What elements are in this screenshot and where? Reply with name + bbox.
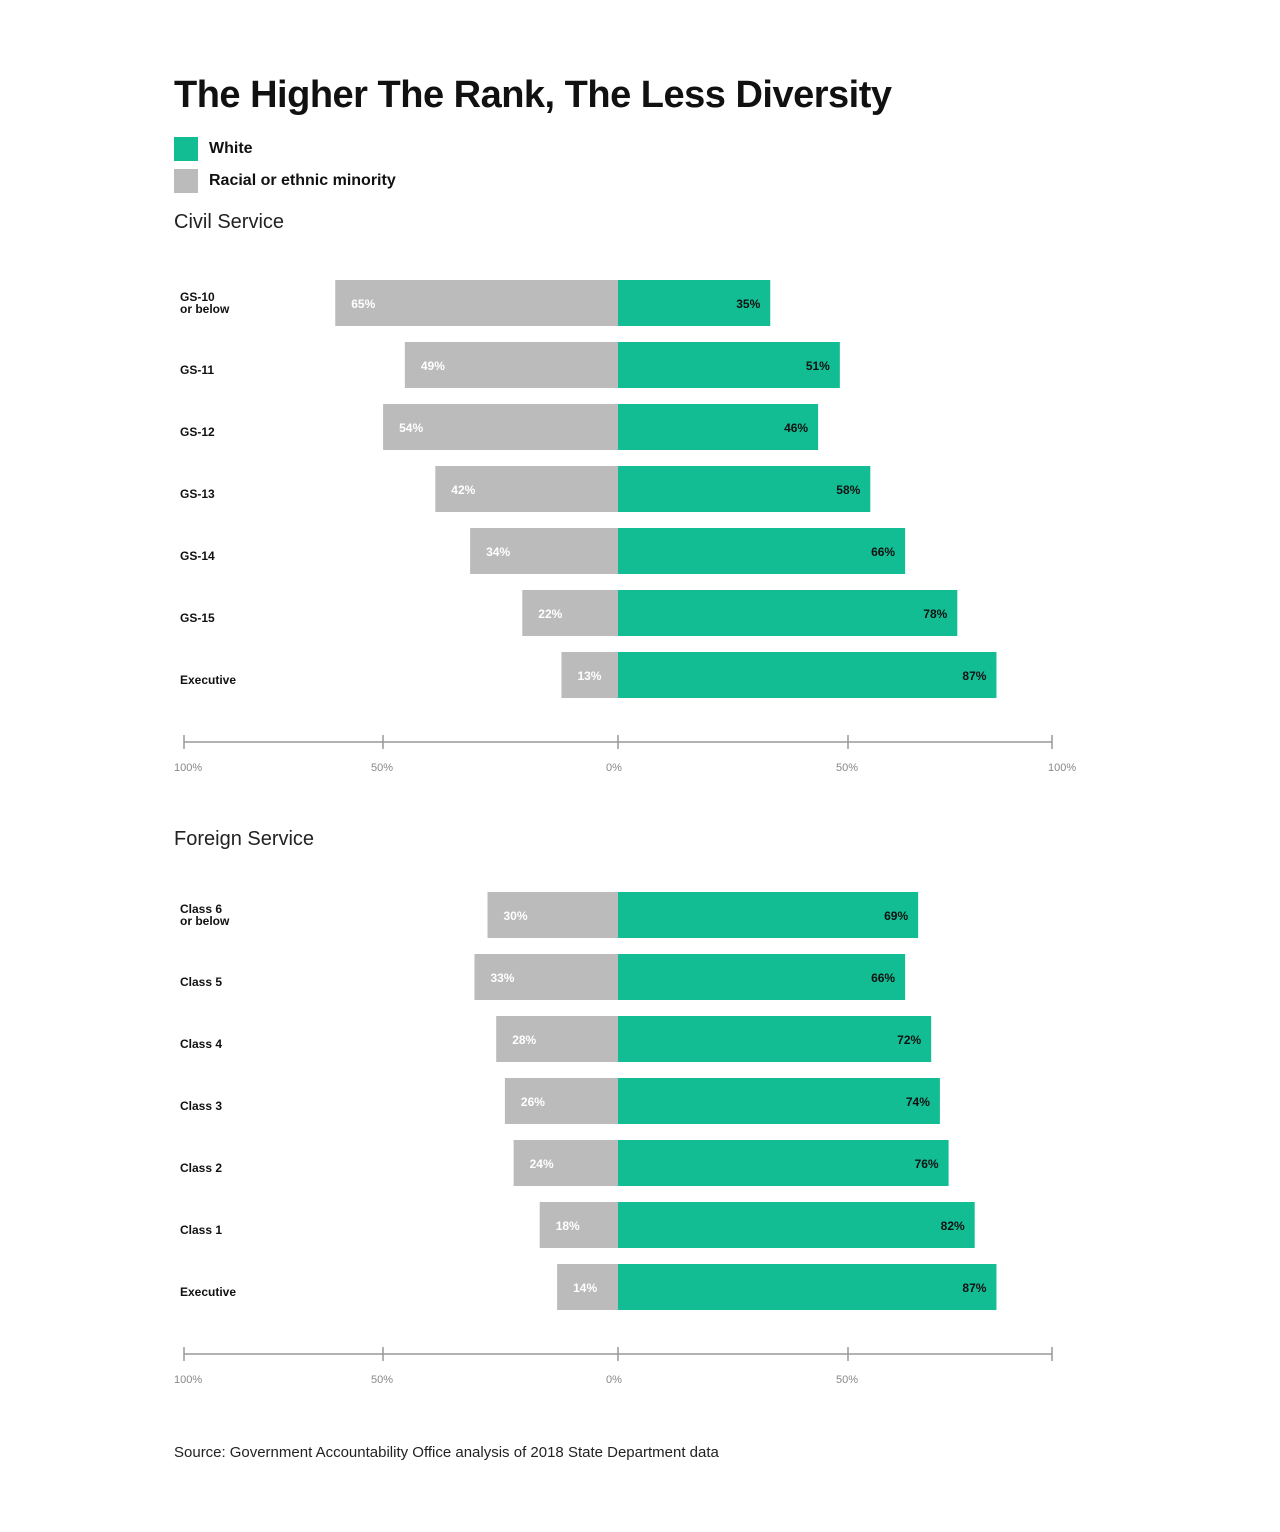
foreign-bar-white [618, 1202, 975, 1248]
panel-title-foreign-service: Foreign Service [174, 828, 315, 850]
civil-bar-minority [404, 342, 618, 388]
foreign-label-white: 76% [915, 1157, 939, 1171]
foreign-label-white: 74% [906, 1095, 930, 1109]
civil-category-label: GS-11 [180, 363, 214, 377]
civil-bar-white [618, 280, 771, 326]
foreign-bar-minority [487, 892, 618, 938]
civil-label-white: 58% [836, 483, 860, 497]
civil-bar-minority [561, 652, 618, 698]
legend-label-minority: Racial or ethnic minority [209, 172, 396, 189]
legend: White Racial or ethnic minority [174, 137, 396, 201]
chart-title: The Higher The Rank, The Less Diversity [174, 74, 892, 116]
civil-category-label: GS-14 [180, 549, 215, 563]
foreign-bar-minority [539, 1202, 618, 1248]
foreign-label-white: 87% [962, 1281, 986, 1295]
civil-bar-white [618, 528, 906, 574]
civil-bar-white [618, 342, 840, 388]
foreign-category-label: Executive [180, 1285, 236, 1299]
foreign-label-minority: 18% [556, 1219, 580, 1233]
foreign-label-white: 72% [897, 1033, 921, 1047]
panel-title-civil-service: Civil Service [174, 211, 285, 233]
legend-item-minority: Racial or ethnic minority [174, 169, 396, 193]
foreign-category-label: Class 5 [180, 975, 222, 989]
foreign-bar-minority [504, 1078, 618, 1124]
foreign-label-minority: 28% [512, 1033, 536, 1047]
foreign-bar-white [618, 1078, 940, 1124]
civil-bar-white [618, 652, 997, 698]
foreign-label-minority: 24% [530, 1157, 554, 1171]
foreign-bar-white [618, 892, 919, 938]
legend-item-white: White [174, 137, 396, 161]
foreign-axis-tick-label: 50% [371, 1374, 393, 1386]
civil-axis-tick-label: 100% [1048, 762, 1076, 774]
civil-label-white: 46% [784, 421, 808, 435]
legend-swatch-minority [174, 169, 198, 193]
foreign-axis-tick-label: 0% [606, 1374, 622, 1386]
foreign-category-label: Class 1 [180, 1223, 222, 1237]
civil-label-white: 66% [871, 545, 895, 559]
civil-label-minority: 54% [399, 421, 423, 435]
foreign-axis-tick-label: 100% [174, 1374, 202, 1386]
legend-swatch-white [174, 137, 198, 161]
foreign-bar-white [618, 954, 906, 1000]
civil-axis-tick-label: 50% [836, 762, 858, 774]
civil-label-white: 78% [923, 607, 947, 621]
civil-axis-tick-label: 50% [371, 762, 393, 774]
civil-label-white: 35% [736, 297, 760, 311]
civil-label-minority: 34% [486, 545, 510, 559]
civil-category-label: GS-12 [180, 425, 215, 439]
civil-label-white: 87% [962, 669, 986, 683]
foreign-bar-minority [513, 1140, 618, 1186]
foreign-label-minority: 14% [573, 1281, 597, 1295]
foreign-bar-white [618, 1264, 997, 1310]
civil-label-minority: 65% [351, 297, 375, 311]
civil-label-minority: 49% [421, 359, 445, 373]
civil-bar-white [618, 466, 871, 512]
civil-category-label: GS-15 [180, 611, 215, 625]
civil-label-minority: 13% [577, 669, 601, 683]
source-label: Source: [174, 1444, 226, 1461]
foreign-category-label: Class 6 or below [180, 902, 230, 928]
foreign-label-white: 82% [941, 1219, 965, 1233]
foreign-label-minority: 30% [504, 909, 528, 923]
legend-label-white: White [209, 140, 253, 157]
foreign-label-white: 69% [884, 909, 908, 923]
civil-category-label: GS-13 [180, 487, 215, 501]
foreign-category-label: Class 4 [180, 1037, 222, 1051]
civil-category-label: Executive [180, 673, 236, 687]
civil-bar-minority [335, 280, 618, 326]
civil-axis-tick-label: 100% [174, 762, 202, 774]
civil-bar-minority [383, 404, 618, 450]
civil-label-white: 51% [806, 359, 830, 373]
foreign-bar-minority [496, 1016, 618, 1062]
foreign-category-label: Class 3 [180, 1099, 222, 1113]
civil-bar-white [618, 590, 958, 636]
foreign-label-white: 66% [871, 971, 895, 985]
foreign-label-minority: 33% [490, 971, 514, 985]
civil-service-chart: GS-10 or below 65% 35% GS-11 49% 51% GS-12 54% 46… [174, 280, 1076, 774]
civil-label-minority: 42% [451, 483, 475, 497]
foreign-axis-tick-label: 50% [836, 1374, 858, 1386]
foreign-bar-minority [557, 1264, 618, 1310]
civil-category-label: GS-10 or below [180, 290, 230, 316]
civil-bar-white [618, 404, 819, 450]
civil-bar-minority [435, 466, 618, 512]
foreign-bar-minority [474, 954, 618, 1000]
civil-bar-minority [470, 528, 618, 574]
civil-label-minority: 22% [538, 607, 562, 621]
foreign-category-label: Class 2 [180, 1161, 222, 1175]
foreign-bar-white [618, 1140, 949, 1186]
foreign-bar-white [618, 1016, 932, 1062]
foreign-label-minority: 26% [521, 1095, 545, 1109]
source-text: Government Accountability Office analysi… [229, 1444, 719, 1461]
civil-bar-minority [522, 590, 618, 636]
civil-axis-tick-label: 0% [606, 762, 622, 774]
foreign-service-chart: Class 6 or below 30% 69% Class 5 33% 66% Class … [174, 892, 1053, 1386]
source-note: Source: Government Accountability Office … [174, 1444, 719, 1461]
